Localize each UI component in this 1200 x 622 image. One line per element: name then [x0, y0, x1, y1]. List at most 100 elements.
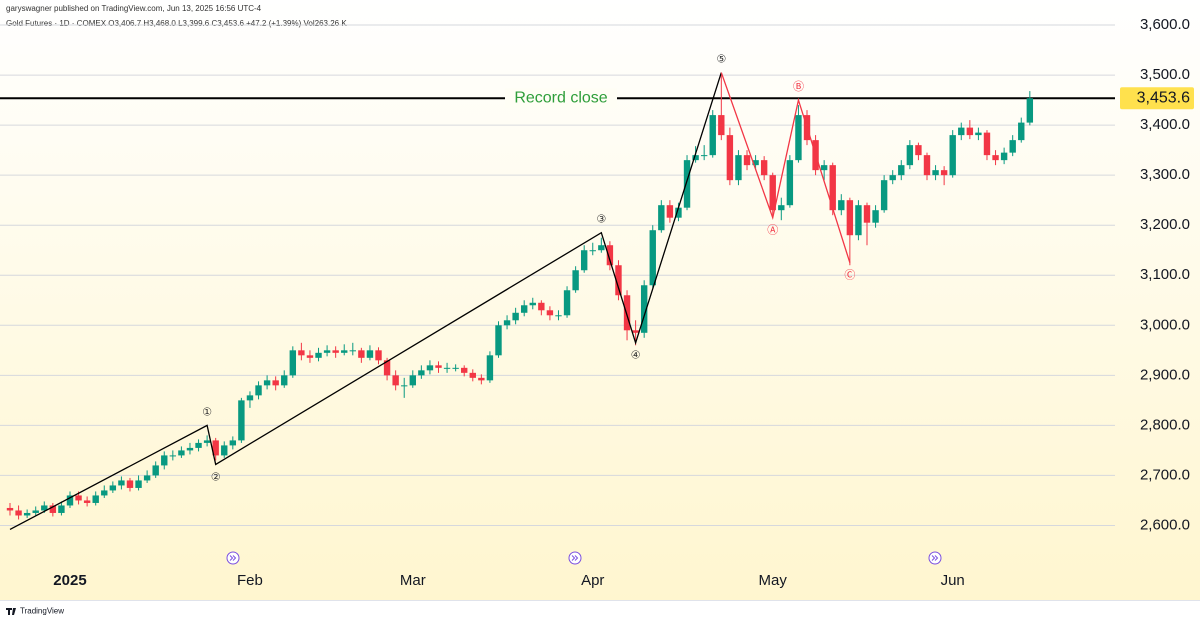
x-tick-label: Jun [941, 572, 965, 589]
candle-body [118, 480, 125, 486]
candle-body [32, 510, 39, 513]
candle-body [229, 440, 237, 446]
candle-body [383, 360, 391, 376]
last-price-bg [1120, 87, 1194, 110]
candle-body [1018, 122, 1025, 141]
x-tick-label: Apr [581, 572, 604, 589]
candle-body [418, 370, 425, 376]
candle-body [709, 115, 716, 156]
y-tick-label: 3,000.0 [1140, 316, 1190, 333]
candle-body [872, 210, 879, 223]
candle-body [23, 512, 31, 516]
candle-body [992, 155, 999, 161]
candle-body [863, 205, 871, 223]
candle-body [683, 160, 691, 208]
candle-body [855, 205, 862, 236]
candle-body [263, 380, 271, 386]
candle-body [289, 350, 297, 376]
annotation-label: Record close [514, 90, 607, 107]
candle-body [49, 505, 57, 513]
candle-body [461, 367, 468, 373]
candle-body [640, 285, 648, 333]
wave-label: Ⓑ [793, 80, 804, 93]
candle-body [529, 302, 536, 306]
candle-body [66, 495, 74, 506]
candle-body [915, 145, 922, 156]
candle-body [323, 350, 331, 353]
candle-body [538, 302, 545, 311]
wave-line [9, 72, 722, 531]
candle-body [341, 350, 348, 353]
brand-logo [6, 608, 16, 615]
candle-body [161, 455, 168, 466]
x-tick-label: Mar [400, 572, 426, 589]
candle-body [41, 505, 48, 511]
candle-body [880, 180, 888, 211]
candle-body [966, 127, 974, 136]
candle-body [598, 245, 605, 251]
event-icon-glyph [229, 555, 237, 561]
candle-body [332, 350, 339, 353]
candle-body [632, 330, 639, 333]
candle-body [975, 132, 982, 136]
candle-body [940, 170, 948, 176]
candle-body [195, 442, 202, 448]
event-icons [226, 551, 942, 565]
candle-body [572, 270, 579, 291]
candle-body [752, 160, 759, 166]
candle-body [478, 377, 485, 381]
candle-body [126, 480, 134, 488]
candle-body [503, 320, 511, 326]
last-price-label: 3,453.6 [1137, 90, 1190, 107]
y-tick-label: 3,600.0 [1140, 16, 1190, 33]
candle-body [109, 485, 117, 491]
brand-name: TradingView [20, 607, 64, 616]
wave-label: ⑤ [716, 53, 726, 65]
y-tick-label: 3,300.0 [1140, 166, 1190, 183]
candle-body [15, 510, 22, 516]
candle-body [135, 480, 142, 488]
y-tick-label: 2,900.0 [1140, 366, 1190, 383]
candle-body [760, 160, 768, 176]
candle-body [298, 350, 305, 356]
candle-body [949, 135, 956, 176]
wave-line [720, 72, 851, 263]
candle-body [606, 245, 614, 266]
footer-bg [0, 600, 1200, 622]
candle-body [838, 200, 845, 211]
candle-body [726, 135, 734, 181]
candle-body [906, 145, 914, 166]
candle-body [735, 155, 742, 181]
x-tick-label: 2025 [53, 572, 86, 589]
candle-body [923, 155, 931, 176]
candle-body [452, 367, 459, 369]
candle-body [272, 380, 279, 386]
candle-body [692, 155, 699, 161]
candle-body [563, 290, 571, 316]
y-tick-label: 3,100.0 [1140, 266, 1190, 283]
candle-body [435, 365, 442, 368]
x-tick-label: Feb [237, 572, 263, 589]
candle-body [555, 315, 562, 317]
candle-body [786, 160, 794, 206]
y-tick-label: 2,600.0 [1140, 516, 1190, 533]
wave-label: Ⓐ [767, 224, 778, 237]
candles [6, 75, 1034, 520]
candle-body [409, 375, 416, 386]
candle-body [743, 155, 751, 166]
x-tick-label: May [759, 572, 788, 589]
candle-body [658, 205, 665, 231]
candle-body [958, 127, 965, 136]
candle-body [769, 175, 776, 211]
candle-body [649, 230, 656, 286]
candle-body [898, 165, 905, 176]
event-icon-glyph [931, 555, 939, 561]
candle-body [983, 132, 991, 156]
candle-body [143, 475, 151, 481]
candle-body [152, 465, 159, 476]
candle-body [315, 352, 322, 358]
candle-body [546, 310, 554, 316]
candle-body [178, 450, 185, 456]
wave-label: Ⓒ [844, 269, 855, 282]
